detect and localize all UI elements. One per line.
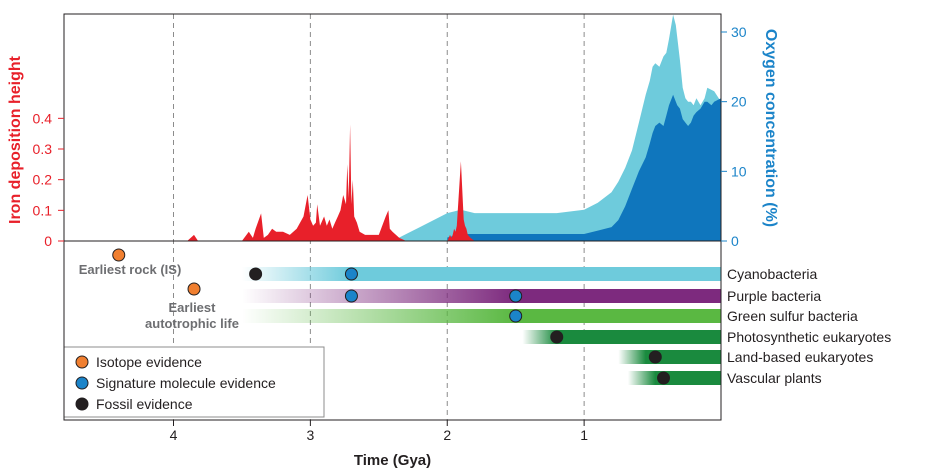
- x-tick-label-0: 4: [170, 427, 178, 443]
- plot-frame: [63, 13, 722, 421]
- lineage-bar-2: [241, 309, 721, 323]
- legend-label-0: Isotope evidence: [96, 354, 202, 370]
- x-tick-label-2: 2: [443, 427, 451, 443]
- legend-marker-0: [75, 355, 89, 369]
- lineage-label-1: Purple bacteria: [727, 288, 821, 304]
- lineage-marker-0-1: [344, 267, 358, 281]
- y-left-tick-label-3: 0.3: [33, 141, 53, 157]
- lineage-bar-3: [522, 330, 721, 344]
- x-tick-label-3: 1: [580, 427, 588, 443]
- lineage-marker-1-1: [509, 289, 523, 303]
- y-right-tick-label-1: 10: [731, 163, 747, 179]
- legend-marker-1: [75, 376, 89, 390]
- lineage-bar-0: [241, 267, 721, 281]
- event-label-1: Earliest autotrophic life: [145, 300, 239, 331]
- event-marker-1: [187, 282, 201, 296]
- y-left-tick-label-2: 0.2: [33, 172, 53, 188]
- y-right-tick-label-0: 0: [731, 233, 739, 249]
- event-label-0: Earliest rock (IS): [79, 262, 182, 277]
- lineage-label-5: Vascular plants: [727, 370, 822, 386]
- lineage-label-0: Cyanobacteria: [727, 266, 817, 282]
- lineage-bar-4: [618, 350, 721, 364]
- lineage-marker-1-0: [344, 289, 358, 303]
- oxygen-lower-area: [447, 94, 721, 241]
- lineage-marker-3-0: [550, 330, 564, 344]
- lineage-marker-0-0: [249, 267, 263, 281]
- y-left-axis-label: Iron deposition height: [7, 55, 24, 224]
- lineage-marker-4-0: [648, 350, 662, 364]
- y-right-tick-label-3: 30: [731, 24, 747, 40]
- x-axis-label: Time (Gya): [354, 452, 431, 469]
- legend-label-2: Fossil evidence: [96, 396, 193, 412]
- legend-marker-2: [75, 397, 89, 411]
- y-right-axis-label: Oxygen concentration (%): [762, 29, 779, 227]
- lineage-marker-2-0: [509, 309, 523, 323]
- lineage-marker-5-0: [657, 371, 671, 385]
- lineage-label-2: Green sulfur bacteria: [727, 308, 858, 324]
- lineage-label-3: Photosynthetic eukaryotes: [727, 329, 891, 345]
- lineage-bar-5: [627, 371, 721, 385]
- y-left-tick-label-4: 0.4: [33, 110, 53, 126]
- y-left-tick-label-1: 0.1: [33, 202, 53, 218]
- event-marker-0: [112, 248, 126, 262]
- lineage-bar-1: [241, 289, 721, 303]
- y-right-tick-label-2: 20: [731, 94, 747, 110]
- lineage-label-4: Land-based eukaryotes: [727, 349, 873, 365]
- y-left-tick-label-0: 0: [44, 233, 52, 249]
- legend-box: [63, 346, 325, 418]
- legend-label-1: Signature molecule evidence: [96, 375, 276, 391]
- x-tick-label-1: 3: [306, 427, 314, 443]
